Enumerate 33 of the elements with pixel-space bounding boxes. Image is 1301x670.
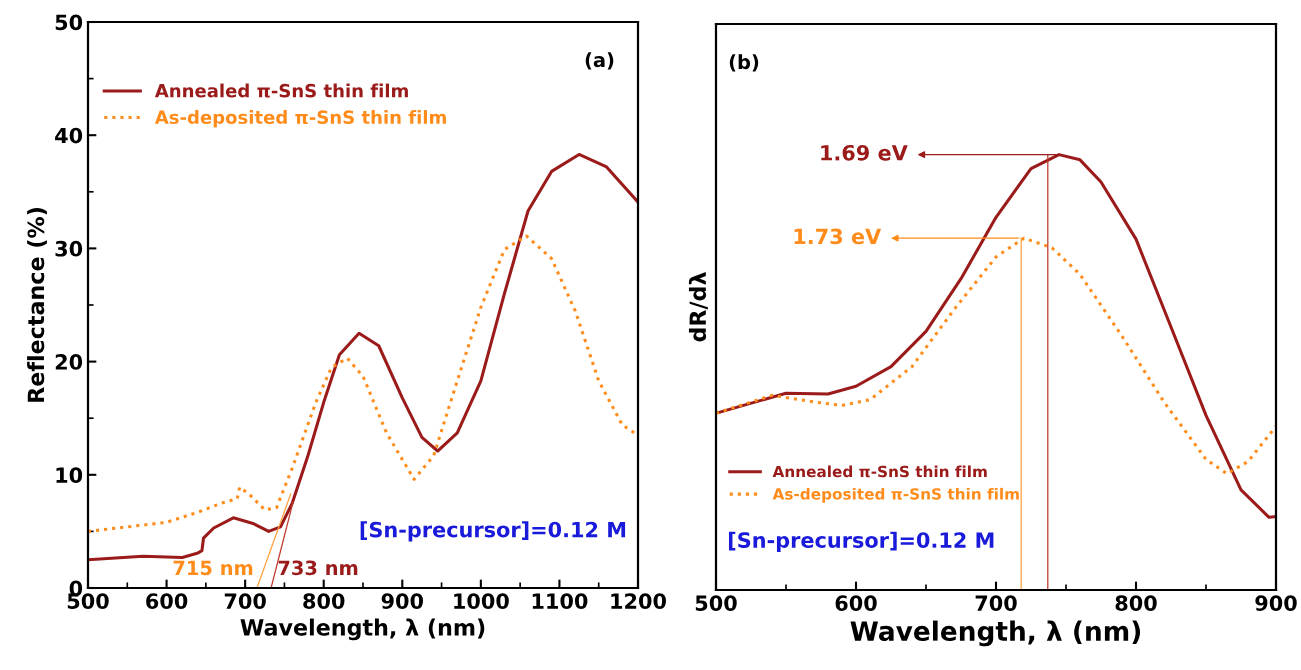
- y-axis-title: Reflectance (%): [27, 208, 47, 402]
- x-tick-label: 700: [975, 595, 1017, 611]
- x-tick-label: 700: [224, 593, 266, 609]
- x-axis-title: Wavelength, λ (nm): [240, 618, 485, 641]
- y-tick-label: 40: [55, 127, 83, 144]
- x-tick-label: 800: [1115, 595, 1157, 611]
- x-tick-label: 600: [146, 593, 188, 609]
- annotation: 1.69 eV: [821, 144, 908, 161]
- annotation: 733 nm: [278, 560, 358, 576]
- x-axis-title: Wavelength, λ (nm): [850, 620, 1141, 647]
- x-tick-label: 900: [1255, 595, 1297, 611]
- y-tick-label: 30: [55, 240, 83, 257]
- y-tick-label: 50: [55, 14, 83, 31]
- annotation: 1.73 eV: [794, 228, 882, 245]
- y-tick-label: 20: [55, 354, 83, 370]
- x-tick-label: 900: [381, 593, 424, 609]
- x-tick-label: 800: [303, 593, 345, 609]
- chart-title: (b): [729, 54, 759, 72]
- annotation: 715 nm: [173, 560, 253, 576]
- legend-label: Annealed π-SnS thin film: [772, 465, 987, 478]
- x-tick-label: 500: [695, 595, 737, 611]
- x-tick-label: 1200: [611, 593, 666, 609]
- legend-label: Annealed π-SnS thin film: [154, 83, 408, 98]
- text: (a): [585, 52, 614, 70]
- legend-label: As-deposited π-SnS thin film: [772, 487, 1019, 503]
- y-axis-title: dR/dλ: [688, 272, 708, 342]
- annotation: [Sn-precursor]=0.12 M: [360, 521, 626, 542]
- annotation: [Sn-precursor]=0.12 M: [728, 531, 994, 552]
- x-tick-label: 1100: [532, 593, 588, 609]
- x-tick-label: 1000: [454, 593, 509, 609]
- x-tick-label: 600: [835, 595, 877, 611]
- y-tick-label: 10: [56, 467, 83, 484]
- legend-label: As-deposited π-SnS thin film: [154, 110, 446, 128]
